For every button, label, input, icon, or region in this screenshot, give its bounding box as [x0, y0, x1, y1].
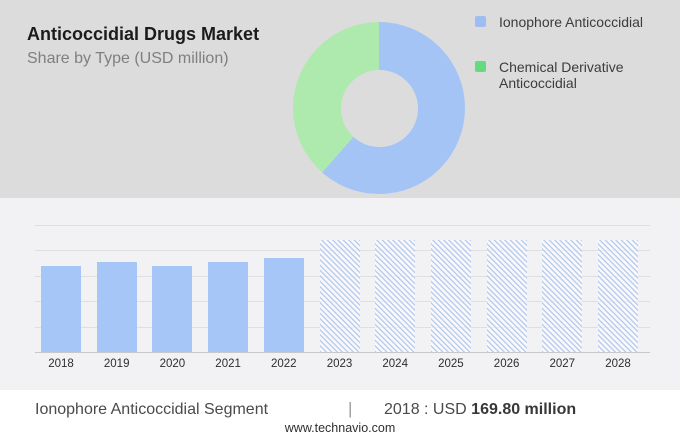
bar-chart-section: 2018 2019 2020 2021 2022 2023 2024 2025 2026 2027…	[0, 198, 680, 390]
x-axis-label-2018: 2018	[48, 358, 74, 370]
x-axis-label-2022: 2022	[271, 358, 297, 370]
x-axis-label-2021: 2021	[215, 358, 241, 370]
stat-prefix: 2018 : USD	[384, 401, 467, 418]
x-axis-label-2020: 2020	[159, 358, 186, 370]
header-section: Anticoccidial Drugs Market Share by Type…	[0, 0, 680, 198]
x-axis-label-2025: 2025	[438, 358, 464, 370]
bar-2022	[263, 257, 304, 352]
x-axis-label-2019: 2019	[103, 358, 130, 370]
legend-label: Chemical Derivative Anticoccidial	[499, 58, 624, 92]
bar-plot: 2018 2019 2020 2021 2022 2023 2024 2025 2026 2027…	[35, 225, 650, 370]
bar-2027-forecast	[542, 240, 583, 352]
x-axis-label-2023: 2023	[326, 358, 353, 370]
stat-value: 169.80 million	[471, 401, 577, 418]
legend-item-0: Ionophore Anticoccidial	[475, 14, 670, 31]
page-title: Anticoccidial Drugs Market	[27, 24, 260, 44]
pie-legend: Ionophore Anticoccidial Chemical Derivati…	[475, 14, 670, 120]
bar-2023-forecast	[319, 240, 360, 352]
legend-swatch-icon	[475, 16, 486, 27]
bar-2021	[208, 262, 249, 352]
bar-2025-forecast	[430, 240, 471, 352]
footer-section: Ionophore Anticoccidial Segment | 2018 :…	[0, 390, 680, 440]
bar-2018	[41, 265, 81, 352]
bar-2026-forecast	[486, 240, 527, 352]
x-axis-label-2028: 2028	[605, 358, 631, 370]
legend-item-1: Chemical Derivative Anticoccidial	[475, 59, 670, 92]
x-axis-label-2026: 2026	[493, 358, 520, 370]
bar-2020	[152, 265, 193, 352]
stat-text: 2018 : USD 169.80 million	[384, 401, 576, 419]
legend-swatch-icon	[475, 60, 486, 72]
website-link[interactable]: www.technavio.com	[284, 421, 396, 435]
segment-label: Ionophore Anticoccidial Segment	[35, 401, 269, 418]
page-subtitle: Share by Type (USD million)	[27, 50, 229, 67]
bar-2028-forecast	[598, 240, 638, 352]
footer-divider: |	[348, 399, 353, 418]
gridline	[35, 225, 650, 226]
bar-2024-forecast	[375, 240, 416, 352]
bar-2019	[96, 261, 137, 352]
legend-label: Ionophore Anticoccidial	[499, 14, 643, 30]
donut-chart	[293, 22, 465, 194]
donut-hole	[340, 69, 418, 147]
x-axis-label-2027: 2027	[549, 358, 576, 370]
x-axis-label-2024: 2024	[382, 358, 408, 370]
